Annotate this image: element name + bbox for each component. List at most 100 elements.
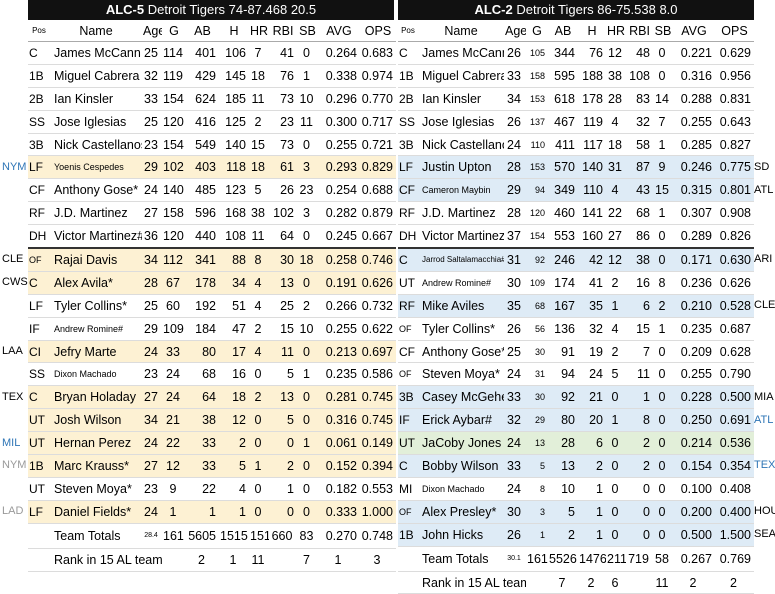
- cell-ops: 0.528: [715, 294, 754, 318]
- cell-pos: RF: [28, 201, 50, 226]
- cell-pos: CF: [28, 178, 50, 203]
- cell-hr: 18: [606, 133, 626, 157]
- totals-sb: 58: [653, 546, 673, 572]
- side-team-label: CLE: [754, 299, 775, 312]
- cell-age: 37: [504, 224, 526, 249]
- cell-pos: LF: [28, 155, 50, 180]
- cell-avg: 0.182: [318, 477, 360, 501]
- cell-rbi: 0: [269, 431, 297, 456]
- rank-g: [526, 571, 548, 594]
- cell-rbi: 0: [626, 477, 653, 501]
- right-panel: ALC-2 Detroit Tigers 86-75.538 8.0 Pos Na…: [398, 0, 754, 594]
- cell-name: Tyler Collins*: [418, 317, 504, 341]
- cell-sb: 7: [653, 110, 673, 134]
- cell-blank: [28, 548, 50, 572]
- cell-hr: 5: [606, 362, 626, 387]
- cell-ab: 5: [548, 500, 578, 524]
- player-row: OF Steven Moya* 24 31 94 24 5 11 0 0.255 0.790: [398, 362, 754, 387]
- column-header-hr: HR: [606, 20, 626, 42]
- cell-pos: UT: [28, 408, 50, 433]
- cell-ops: 0.400: [715, 500, 754, 524]
- cell-g: 158: [526, 64, 548, 88]
- cell-ab: 28: [548, 431, 578, 456]
- rank-hr: 11: [249, 548, 269, 572]
- cell-pos: 2B: [28, 87, 50, 111]
- cell-h: 20: [578, 408, 606, 433]
- cell-avg: 0.171: [673, 246, 715, 272]
- cell-name: Anthony Gose*: [50, 178, 142, 203]
- cell-ops: 0.687: [715, 317, 754, 341]
- cell-avg: 0.289: [673, 224, 715, 249]
- cell-hr: 0: [606, 454, 626, 478]
- cell-avg: 0.228: [673, 385, 715, 410]
- cell-age: 24: [504, 431, 526, 456]
- cell-ab: 80: [548, 408, 578, 433]
- cell-age: 34: [142, 246, 162, 272]
- cell-h: 168: [219, 201, 249, 226]
- cell-h: 51: [219, 294, 249, 318]
- cell-hr: 0: [606, 500, 626, 524]
- cell-pos: IF: [28, 317, 50, 341]
- cell-h: 106: [219, 41, 249, 65]
- cell-pos: DH: [28, 224, 50, 249]
- cell-ops: 0.801: [715, 178, 754, 203]
- cell-ab: 64: [186, 385, 219, 410]
- cell-blank: [28, 523, 50, 549]
- cell-pos: CF: [398, 178, 418, 203]
- cell-avg: 0.266: [318, 294, 360, 318]
- totals-ops: 0.769: [715, 546, 754, 572]
- cell-hr: 22: [606, 201, 626, 226]
- rank-avg: 1: [318, 548, 360, 572]
- cell-ab: 549: [186, 133, 219, 157]
- cell-hr: 4: [249, 271, 269, 295]
- cell-ab: 192: [186, 294, 219, 318]
- cell-ops: 0.908: [715, 201, 754, 226]
- cell-hr: 38: [606, 64, 626, 88]
- column-header-avg: AVG: [673, 20, 715, 42]
- cell-hr: 0: [606, 477, 626, 501]
- cell-g: 94: [526, 178, 548, 203]
- cell-h: 145: [219, 64, 249, 88]
- cell-g: 109: [526, 271, 548, 295]
- cell-hr: 4: [606, 317, 626, 341]
- cell-ops: 0.354: [715, 454, 754, 478]
- cell-g: 9: [162, 477, 186, 501]
- cell-sb: 0: [653, 408, 673, 433]
- cell-h: 17: [219, 340, 249, 364]
- cell-h: 185: [219, 87, 249, 111]
- totals-h: 1476: [578, 546, 606, 572]
- cell-h: 178: [578, 87, 606, 111]
- cell-ab: 624: [186, 87, 219, 111]
- cell-ops: 0.829: [360, 155, 396, 180]
- column-header-sb: SB: [653, 20, 673, 42]
- cell-h: 34: [219, 271, 249, 295]
- player-row: C Jarrod Saltalamacchia# 31 92 246 42 12 38 0 0.1…: [398, 246, 754, 272]
- cell-age: 32: [504, 408, 526, 433]
- cell-age: 26: [504, 110, 526, 134]
- rank-row: Rank in 15 AL teams 2 1 11 7 1 3: [28, 548, 396, 572]
- cell-ops: 0.626: [360, 271, 396, 295]
- cell-ops: 0.683: [360, 41, 396, 65]
- cell-avg: 0.258: [318, 246, 360, 272]
- cell-ops: 0.394: [360, 454, 396, 478]
- cell-ab: 401: [186, 41, 219, 65]
- cell-hr: 8: [249, 246, 269, 272]
- cell-sb: 0: [653, 523, 673, 547]
- player-row: C Alex Avila* 28 67 178 34 4 13 0 0.191 0.626: [28, 271, 396, 295]
- cell-pos: SS: [28, 110, 50, 134]
- rank-ab: 7: [548, 571, 578, 594]
- cell-g: 5: [526, 454, 548, 478]
- cell-pos: UT: [28, 477, 50, 501]
- totals-label: Team Totals: [50, 523, 142, 549]
- column-header-age: Age: [504, 20, 526, 42]
- cell-ops: 0.688: [360, 178, 396, 203]
- cell-ops: 0.745: [360, 385, 396, 410]
- cell-sb: 0: [297, 41, 318, 65]
- cell-rbi: 86: [626, 224, 653, 249]
- cell-rbi: 102: [269, 201, 297, 226]
- player-row: 3B Nick Castellanos 23 154 549 140 15 73 0 0.255 0…: [28, 133, 396, 157]
- cell-age: 35: [504, 294, 526, 318]
- cell-pos: UT: [398, 431, 418, 456]
- player-row: OF Alex Presley* 30 3 5 1 0 0 0 0.200 0.400: [398, 500, 754, 524]
- cell-rbi: 11: [626, 362, 653, 387]
